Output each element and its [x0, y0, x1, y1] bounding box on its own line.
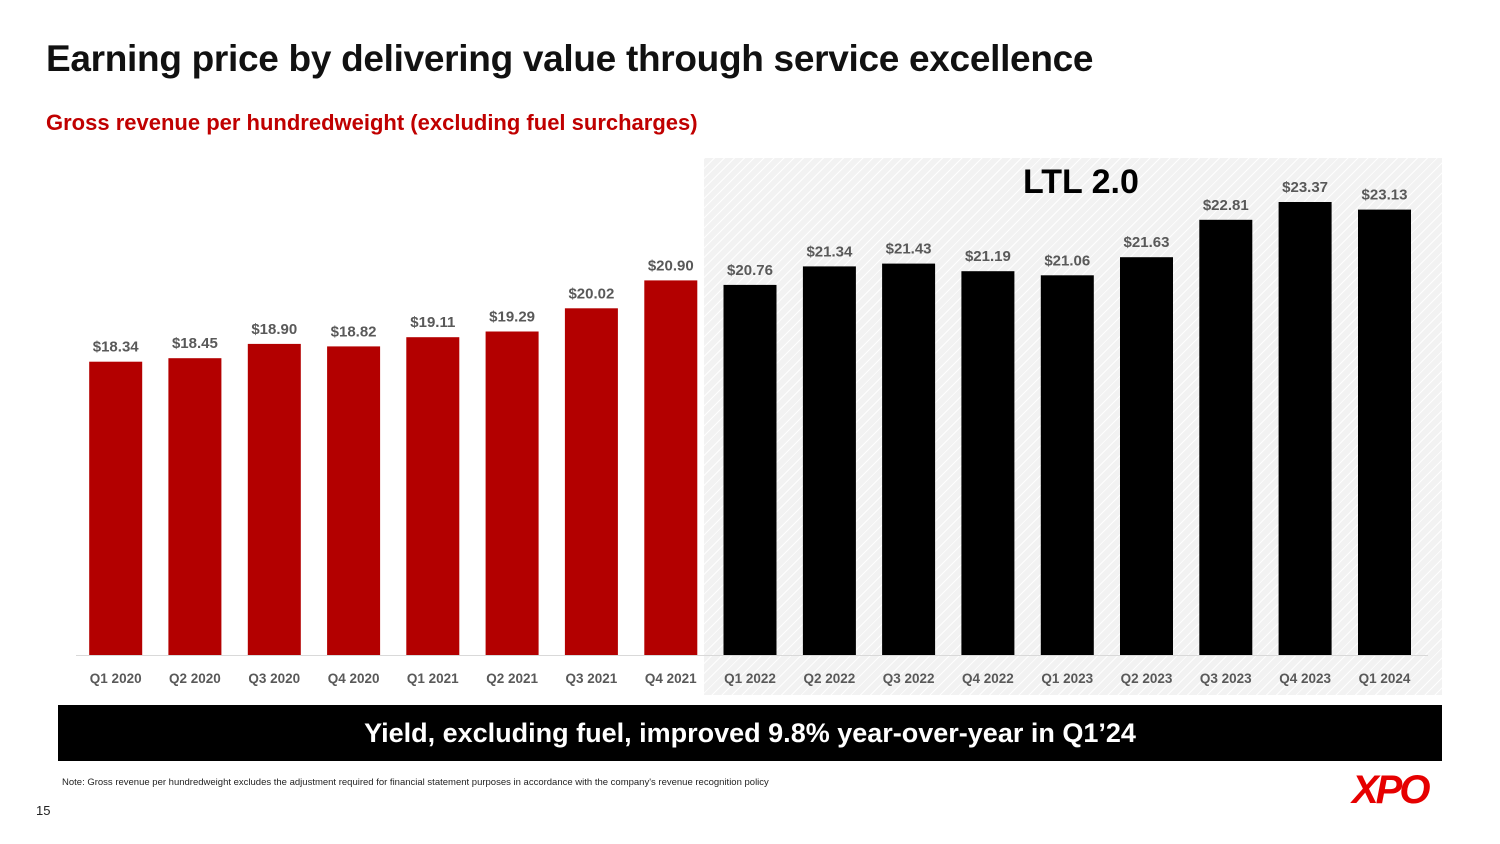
bar-q3-2022	[882, 263, 936, 655]
x-tick-label: Q3 2021	[566, 671, 618, 686]
data-label: $21.63	[1124, 234, 1170, 251]
chart-subtitle: Gross revenue per hundredweight (excludi…	[46, 110, 698, 135]
bar-q2-2022	[802, 266, 856, 655]
summary-banner-text: Yield, excluding fuel, improved 9.8% yea…	[364, 717, 1136, 748]
data-label: $21.06	[1044, 252, 1090, 269]
xpo-logo: XPO	[1352, 768, 1431, 812]
data-label: $19.29	[489, 309, 535, 326]
summary-banner: Yield, excluding fuel, improved 9.8% yea…	[58, 705, 1442, 761]
footnote: Note: Gross revenue per hundredweight ex…	[62, 777, 769, 788]
bar-q1-2022	[723, 284, 777, 655]
bar-q4-2023	[1278, 202, 1332, 655]
bar-q2-2021	[485, 331, 539, 655]
x-tick-label: Q3 2020	[248, 671, 300, 686]
data-label: $20.02	[568, 285, 614, 302]
x-tick-label: Q1 2020	[90, 671, 142, 686]
bar-q1-2021	[406, 337, 460, 655]
x-tick-label: Q3 2023	[1200, 671, 1252, 686]
bar-q2-2023	[1120, 257, 1173, 655]
x-tick-label: Q1 2021	[407, 671, 459, 686]
bar-q4-2022	[961, 271, 1015, 655]
bar-q3-2021	[564, 308, 618, 655]
bar-q2-2020	[168, 358, 222, 655]
x-tick-label: Q2 2022	[804, 671, 856, 686]
x-tick-label: Q4 2021	[645, 671, 697, 686]
x-tick-label: Q4 2022	[962, 671, 1014, 686]
data-label: $21.19	[965, 248, 1011, 265]
ltl-label: LTL 2.0	[1023, 163, 1139, 201]
data-label: $23.37	[1282, 179, 1328, 196]
x-tick-label: Q2 2021	[486, 671, 538, 686]
data-label: $20.90	[648, 257, 694, 274]
data-label: $21.43	[886, 241, 932, 258]
x-tick-label: Q1 2023	[1041, 671, 1093, 686]
data-label: $18.90	[251, 321, 297, 338]
data-label: $22.81	[1203, 197, 1249, 214]
page-number: 15	[36, 803, 51, 818]
bar-q1-2024	[1358, 209, 1411, 655]
bar-q3-2023	[1199, 219, 1253, 656]
bar-chart: $18.34 Q1 2020 $18.45 Q2 2020 $18.90 Q3 2020 $…	[76, 179, 1428, 686]
bar-q4-2020	[327, 346, 381, 655]
data-label: $18.82	[331, 323, 377, 340]
x-tick-label: Q4 2020	[328, 671, 380, 686]
bar-q3-2020	[247, 343, 301, 655]
x-tick-label: Q3 2022	[883, 671, 935, 686]
data-label: $21.34	[806, 243, 853, 260]
data-label: $23.13	[1362, 187, 1408, 204]
bar-q1-2020	[89, 361, 143, 655]
x-tick-label: Q4 2023	[1279, 671, 1331, 686]
data-label: $20.76	[727, 262, 773, 279]
x-tick-label: Q1 2022	[724, 671, 776, 686]
bar-q1-2023	[1040, 275, 1094, 655]
data-label: $18.45	[172, 335, 218, 352]
x-tick-label: Q1 2024	[1359, 671, 1411, 686]
data-label: $19.11	[410, 314, 455, 331]
data-label: $18.34	[93, 339, 140, 356]
x-tick-label: Q2 2020	[169, 671, 221, 686]
page-title: Earning price by delivering value throug…	[46, 38, 1094, 79]
bar-q4-2021	[644, 280, 698, 655]
x-tick-label: Q2 2023	[1121, 671, 1173, 686]
